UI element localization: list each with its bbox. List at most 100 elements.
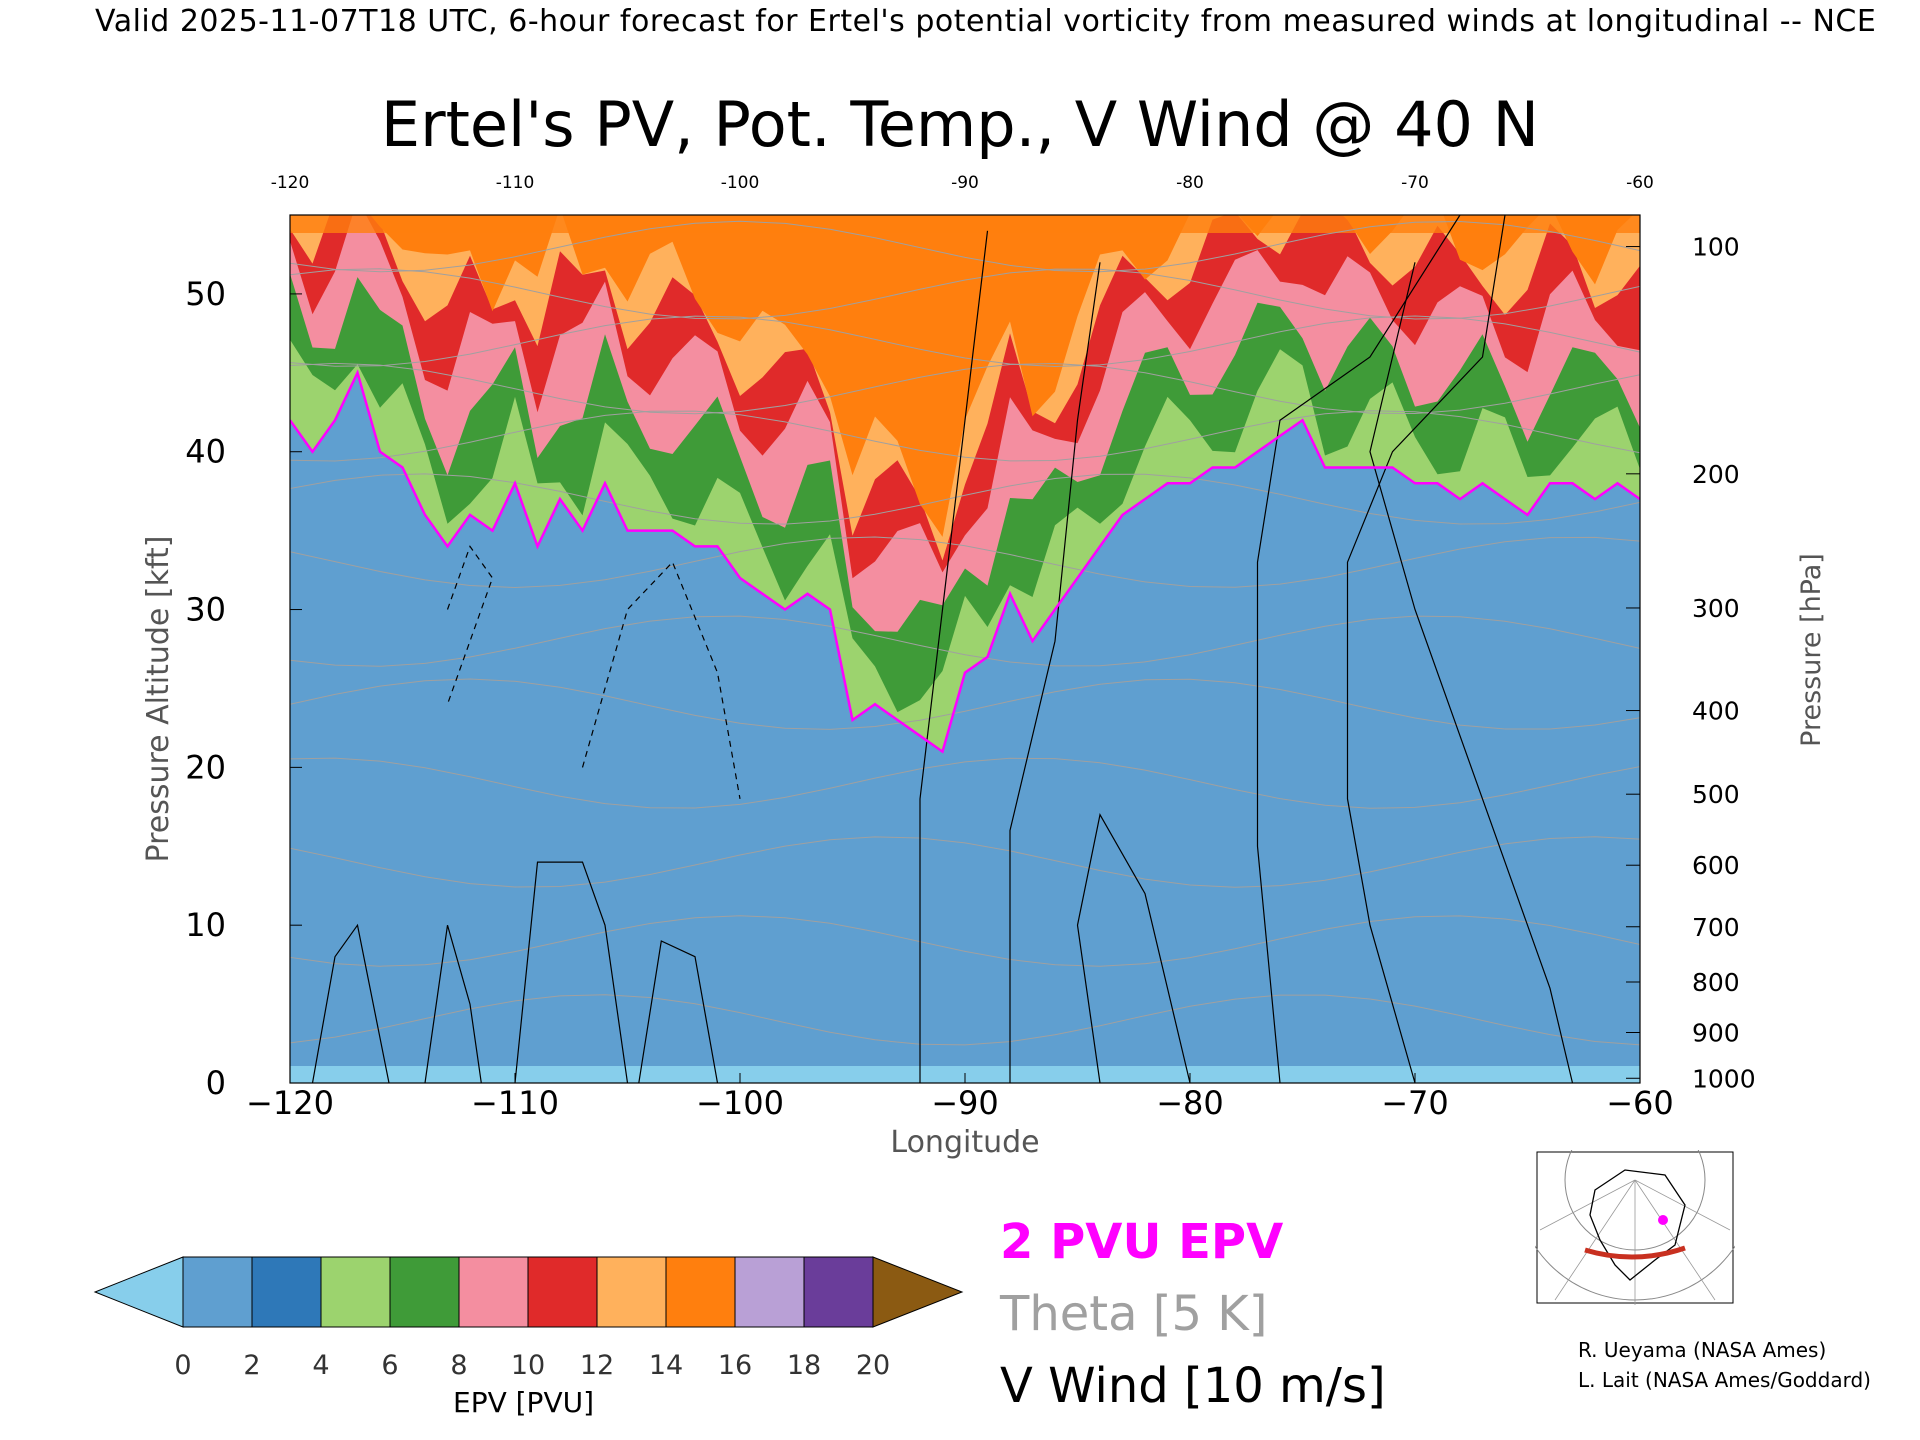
colorbar-tick-label: 18 bbox=[787, 1350, 821, 1381]
top-tick-label: -60 bbox=[1626, 173, 1654, 193]
top-tick-label: -80 bbox=[1176, 173, 1204, 193]
colorbar-swatch bbox=[389, 1256, 460, 1328]
x-tick-label: −90 bbox=[931, 1084, 999, 1122]
colorbar-tick-label: 8 bbox=[450, 1350, 467, 1381]
v-wind-isotach bbox=[1076, 813, 1191, 1083]
y-tick-label: 0 bbox=[206, 1064, 226, 1102]
colorbar-swatch bbox=[251, 1256, 322, 1328]
colorbar-tick-label: 14 bbox=[649, 1350, 683, 1381]
y-axis-label-right: Pressure [hPa] bbox=[1796, 553, 1827, 747]
colorbar-swatch bbox=[527, 1256, 598, 1328]
top-tick-label: -120 bbox=[271, 173, 310, 193]
v-wind-contours bbox=[311, 215, 1574, 1083]
colorbar-tick-label: 16 bbox=[718, 1350, 752, 1381]
colorbar-over-arrow bbox=[872, 1256, 964, 1328]
epv-band bbox=[290, 215, 1640, 537]
colorbar-swatch bbox=[665, 1256, 736, 1328]
colorbar-swatch bbox=[596, 1256, 667, 1328]
plot-area bbox=[290, 215, 1640, 1083]
pressure-tick-label: 400 bbox=[1692, 697, 1740, 726]
top-tick-label: -110 bbox=[496, 173, 535, 193]
top-tick-label: -90 bbox=[951, 173, 979, 193]
colorbar-tick-label: 10 bbox=[511, 1350, 545, 1381]
y-axis-label-left: Pressure Altitude [kft] bbox=[141, 536, 176, 863]
x-tick-label: −100 bbox=[696, 1084, 784, 1122]
v-wind-isotach bbox=[919, 230, 989, 1083]
y-tick-label: 50 bbox=[185, 275, 226, 313]
v-wind-isotach bbox=[424, 925, 482, 1083]
top-tick-label: -100 bbox=[721, 173, 760, 193]
x-tick-label: −80 bbox=[1156, 1084, 1224, 1122]
pressure-tick-label: 300 bbox=[1692, 594, 1740, 623]
colorbar-tick-label: 20 bbox=[856, 1350, 890, 1381]
colorbar-swatch bbox=[320, 1256, 391, 1328]
v-wind-isotach bbox=[638, 940, 719, 1083]
legend-pvu: 2 PVU EPV bbox=[1000, 1214, 1284, 1270]
pressure-tick-label: 500 bbox=[1692, 780, 1740, 809]
theta-isentrope bbox=[290, 410, 1640, 462]
legend-theta: Theta [5 K] bbox=[1000, 1286, 1268, 1342]
colorbar-under-arrow bbox=[93, 1256, 184, 1328]
theta-isentrope bbox=[290, 836, 1640, 888]
pressure-tick-label: 1000 bbox=[1692, 1064, 1756, 1093]
v-wind-isotach bbox=[1346, 215, 1506, 1083]
colorbar-swatch bbox=[734, 1256, 805, 1328]
axes: −120 -120 −110 -110 −100 -100 −90 -90 −80 -80 −70 -… bbox=[141, 173, 1827, 1160]
x-tick-label: −70 bbox=[1381, 1084, 1449, 1122]
y-tick-label: 20 bbox=[185, 748, 226, 786]
inset-marker bbox=[1658, 1215, 1668, 1225]
x-axis-label: Longitude bbox=[890, 1125, 1039, 1160]
theta-isentrope bbox=[290, 615, 1640, 667]
pressure-tick-label: 900 bbox=[1692, 1018, 1740, 1047]
pressure-tick-label: 600 bbox=[1692, 851, 1740, 880]
v-wind-isotach bbox=[1256, 215, 1461, 1083]
top-tick-label: -70 bbox=[1401, 173, 1429, 193]
colorbar-swatch bbox=[458, 1256, 529, 1328]
forecast-header: Valid 2025-11-07T18 UTC, 6-hour forecast… bbox=[95, 4, 1877, 39]
colorbar-tick-label: 0 bbox=[174, 1350, 191, 1381]
chart-title: Ertel's PV, Pot. Temp., V Wind @ 40 N bbox=[380, 88, 1540, 161]
theta-isentrope bbox=[290, 994, 1640, 1046]
colorbar-tick-label: 2 bbox=[243, 1350, 260, 1381]
epv-top-band bbox=[290, 215, 1640, 233]
x-tick-label: −110 bbox=[471, 1084, 559, 1122]
inset-section-line bbox=[1584, 1245, 1686, 1260]
colorbar-tick-label: 6 bbox=[381, 1350, 398, 1381]
legend-wind: V Wind [10 m/s] bbox=[1000, 1358, 1386, 1414]
pressure-tick-label: 100 bbox=[1692, 233, 1740, 262]
v-wind-isotach bbox=[446, 545, 494, 705]
v-wind-isotach bbox=[1009, 262, 1101, 1083]
credit-lait: L. Lait (NASA Ames/Goddard) bbox=[1578, 1368, 1871, 1392]
location-map-inset bbox=[1535, 1150, 1735, 1305]
colorbar-swatch bbox=[803, 1256, 874, 1328]
v-wind-isotach bbox=[514, 861, 629, 1083]
colorbar-label: EPV [PVU] bbox=[453, 1386, 595, 1419]
y-tick-label: 30 bbox=[185, 591, 226, 629]
inset-continent-outline bbox=[1589, 1169, 1686, 1281]
x-tick-label: −60 bbox=[1606, 1084, 1674, 1122]
colorbar: 0 2 4 6 8 10 12 14 16 18 20 bbox=[93, 1256, 964, 1381]
colorbar-swatch bbox=[182, 1256, 253, 1328]
credit-ueyama: R. Ueyama (NASA Ames) bbox=[1578, 1338, 1827, 1362]
pressure-tick-label: 200 bbox=[1692, 460, 1740, 489]
theta-isentrope bbox=[290, 678, 1640, 730]
theta-isentrope bbox=[290, 362, 1640, 415]
theta-isentrope bbox=[290, 536, 1640, 589]
theta-isentrope bbox=[290, 268, 1640, 320]
theta-isentrope bbox=[290, 915, 1640, 967]
v-wind-isotach bbox=[311, 923, 390, 1083]
inset-meridians bbox=[1539, 1179, 1731, 1305]
v-wind-isotach bbox=[1369, 262, 1574, 1083]
pressure-tick-label: 700 bbox=[1692, 913, 1740, 942]
pvu-2-contour bbox=[290, 369, 1640, 754]
pressure-tick-label: 800 bbox=[1692, 968, 1740, 997]
theta-isentrope bbox=[290, 220, 1640, 273]
x-tick-label: −120 bbox=[246, 1084, 334, 1122]
colorbar-tick-label: 12 bbox=[580, 1350, 614, 1381]
y-tick-label: 10 bbox=[185, 906, 226, 944]
theta-isentrope bbox=[290, 315, 1640, 368]
theta-isentrope bbox=[290, 757, 1640, 809]
colorbar-tick-label: 4 bbox=[312, 1350, 329, 1381]
y-tick-label: 40 bbox=[185, 433, 226, 471]
